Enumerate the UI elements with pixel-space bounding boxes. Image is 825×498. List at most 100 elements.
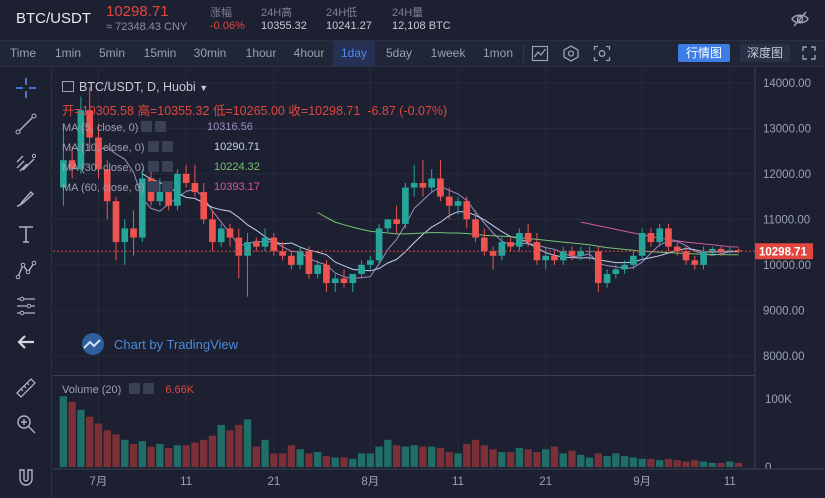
candle-body [217,228,225,243]
close-icon[interactable] [161,161,173,172]
tf-30min[interactable]: 30min [193,46,227,60]
candle-body [691,260,699,265]
measure-levels-icon[interactable] [13,293,39,319]
candle-body [182,173,190,183]
tf-1mon[interactable]: 1mon [482,46,514,60]
fullscreen-icon[interactable] [801,45,817,66]
screenshot-icon[interactable] [593,45,611,62]
close-icon[interactable] [161,181,173,192]
candle-body [463,201,471,220]
eye-icon[interactable] [147,181,159,192]
volume-bar [638,458,646,467]
volume-bar [182,445,190,467]
candle-body [279,251,286,256]
candle-body [682,251,690,261]
eye-icon[interactable] [141,121,153,132]
volume-bar [68,401,76,467]
tf-time[interactable]: Time [9,46,37,60]
candle-body [138,178,146,238]
current-price-label: 10298.71 [759,246,808,258]
candle-body [261,237,269,247]
text-icon[interactable] [13,221,39,247]
stat-high: 24H高 10355.32 [261,4,307,32]
candle-body [165,192,172,206]
magnet-icon[interactable] [13,465,39,491]
ma60-legend[interactable]: MA (60, close, 0) 10393.17 [62,181,260,194]
tab-depth-chart[interactable]: 深度图 [740,44,790,62]
pattern-icon[interactable] [13,257,39,283]
eye-icon[interactable] [147,161,159,172]
volume-bar [506,452,515,467]
crosshair-icon[interactable] [13,75,39,101]
time-tick-label: 11 [180,476,192,488]
ma10-legend[interactable]: MA (10, close, 0) 10290.71 [62,141,260,154]
low-value: 10265.00 [232,104,285,118]
volume-bar [656,460,664,467]
tf-5day[interactable]: 5day [385,46,413,60]
tf-15min[interactable]: 15min [143,46,177,60]
eye-icon[interactable] [129,383,141,394]
volume-bar [673,460,681,467]
zoom-icon[interactable] [13,411,39,437]
ma5-legend[interactable]: MA (5, close, 0) 10316.56 [62,121,253,134]
stat-label: 涨幅 [210,7,232,19]
chart-background [53,67,825,498]
volume-bar [147,446,155,467]
stat-low: 24H低 10241.27 [326,4,372,32]
candle-body [86,110,94,138]
volume-legend[interactable]: Volume (20) 6.66K [62,383,194,396]
tradingview-watermark[interactable]: Chart by TradingView [78,332,238,356]
indicator-icon[interactable] [531,45,549,62]
tf-1hour[interactable]: 1hour [245,46,277,60]
volume-bar [287,445,296,467]
fib-icon[interactable] [13,149,39,175]
time-axis-bg [53,469,825,498]
tf-1min[interactable]: 1min [54,46,81,60]
close-icon[interactable] [155,121,167,132]
stat-value: -0.06% [210,20,245,32]
low-label: 低 [212,104,226,118]
tf-1day[interactable]: 1day [333,41,375,66]
tf-5min[interactable]: 5min [98,46,125,60]
volume-bar [112,434,120,467]
open-value: 10305.58 [81,104,134,118]
candle-body [121,228,129,243]
candle-body [568,251,576,256]
volume-bar [357,453,366,467]
candle-body [603,273,611,284]
volume-bar [612,453,620,467]
volume-bar [419,446,427,467]
candle-body [542,255,550,261]
tf-1week[interactable]: 1week [430,46,466,60]
ma-label: MA (5, close, 0) [62,122,139,134]
back-arrow-icon[interactable] [13,329,39,355]
volume-bar [585,457,594,467]
price-chart[interactable]: 8000.00 9000.00 10000.00 11000.00 12000.00 13… [53,67,825,498]
pair-selector[interactable]: BTC/USDT [16,10,91,27]
volume-bar [691,460,699,467]
close-icon[interactable] [161,141,173,152]
candle-body [717,248,725,252]
volume-bar [200,439,208,467]
symbol-title: BTC/USDT, D, Huobi [79,80,196,94]
tab-kline-chart[interactable]: 行情图 [678,44,730,62]
candle-body [533,242,541,261]
close-icon[interactable] [143,383,155,394]
volume-bar [349,458,357,467]
trendline-icon[interactable] [13,111,39,137]
volume-bar [278,453,287,467]
eye-off-icon[interactable] [791,10,809,33]
brush-icon[interactable] [13,185,39,211]
volume-bar [86,416,94,467]
candle-body [480,237,488,252]
candle-body [393,219,400,224]
tf-4hour[interactable]: 4hour [293,46,325,60]
ruler-icon[interactable] [13,375,39,401]
price-tick-label: 9000.00 [763,305,805,317]
settings-icon[interactable] [562,45,580,62]
chart-toolbar: Time 1min 5min 15min 30min 1hour 4hour 1… [0,40,825,67]
eye-icon[interactable] [147,141,159,152]
symbol-legend[interactable]: BTC/USDT, D, Huobi ▼ [62,80,208,94]
ma30-legend[interactable]: MA (30, close, 0) 10224.32 [62,161,260,174]
high-label: 高 [137,104,150,118]
